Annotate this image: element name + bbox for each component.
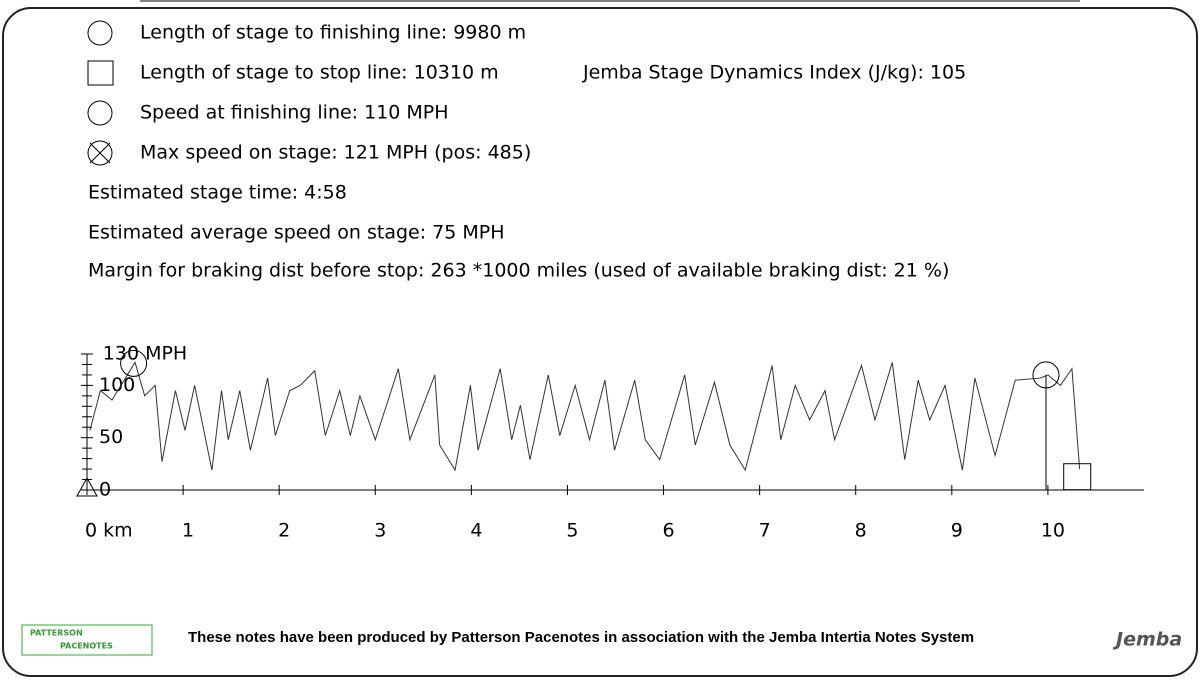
logo-text: PACENOTES [60,642,113,651]
info-line: Length of stage to stop line: 10310 m [140,62,499,84]
x-tick-label: 5 [566,520,578,542]
start-marker [76,476,98,497]
x-tick-label: 7 [759,520,771,542]
y-tick-label: 50 [99,426,123,448]
index-line: Jemba Stage Dynamics Index (J/kg): 105 [582,62,966,84]
x-tick-label: 9 [951,520,963,542]
x-tick-label: 3 [374,520,386,542]
info-line: Max speed on stage: 121 MPH (pos: 485) [140,142,531,164]
info-line: Length of stage to finishing line: 9980 … [140,22,526,44]
max-icon-cross [89,142,111,164]
x-tick-label: 6 [662,520,674,542]
speed-icon [87,100,113,126]
info-line: Estimated stage time: 4:58 [88,182,347,204]
y-tick-label: 0 [99,479,111,501]
info-line: Speed at finishing line: 110 MPH [140,102,449,124]
x-tick-label: 4 [470,520,482,542]
brand: Jemba [1112,629,1182,651]
stop-marker [1063,463,1092,491]
x-tick-label: 1 [182,520,194,542]
stop-icon [87,60,114,86]
footer-text: These notes have been produced by Patter… [188,629,974,646]
x-tick-label: 8 [855,520,867,542]
info-line: Margin for braking dist before stop: 263… [88,260,949,282]
x-tick-label: 0 km [85,520,133,542]
max-icon [87,140,113,166]
x-tick-label: 2 [278,520,290,542]
frame [2,7,1198,677]
marker-circle [120,349,148,377]
info-line: Estimated average speed on stage: 75 MPH [88,222,505,244]
speed-trace [89,361,1081,472]
logo-box [21,624,153,656]
finish-icon [87,20,113,46]
y-tick-label: 130 MPH [103,343,187,365]
y-tick-label: 100 [99,374,135,396]
x-tick-label: 10 [1041,520,1065,542]
logo-text: PATTERSON [30,629,83,638]
